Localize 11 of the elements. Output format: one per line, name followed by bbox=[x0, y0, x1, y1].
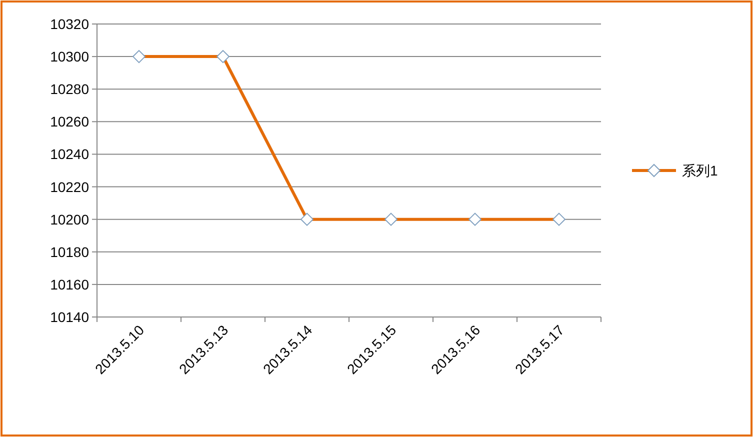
y-tick-label: 10140 bbox=[50, 309, 90, 325]
y-tick-label: 10320 bbox=[50, 16, 90, 32]
y-tick-label: 10280 bbox=[50, 81, 90, 98]
y-tick-label: 10220 bbox=[50, 178, 90, 195]
legend-label: 系列1 bbox=[682, 162, 718, 178]
y-tick-label: 10260 bbox=[50, 114, 90, 130]
y-tick-label: 10180 bbox=[50, 244, 90, 260]
y-tick-label: 10200 bbox=[50, 211, 90, 228]
y-tick-label: 10240 bbox=[50, 146, 90, 162]
y-tick-label: 10300 bbox=[50, 48, 90, 65]
y-tick-label: 10160 bbox=[50, 276, 90, 292]
